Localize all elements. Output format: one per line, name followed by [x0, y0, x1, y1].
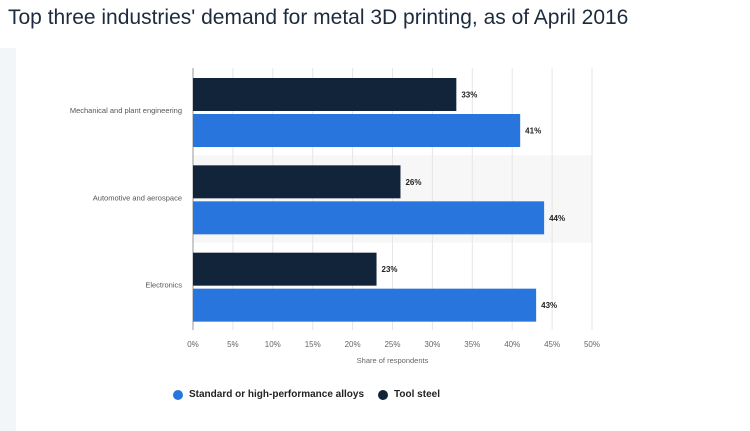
- legend-item-alloys[interactable]: Standard or high-performance alloys: [173, 389, 364, 400]
- legend-item-tool-steel[interactable]: Tool steel: [378, 389, 440, 400]
- data-label: 33%: [461, 91, 477, 100]
- legend-label: Tool steel: [394, 389, 440, 400]
- bar-alloys: [193, 114, 521, 147]
- data-label: 23%: [382, 265, 398, 274]
- legend-dot-icon: [378, 389, 389, 400]
- x-tick-label: 20%: [345, 340, 361, 349]
- data-label: 43%: [541, 301, 557, 310]
- x-tick-label: 45%: [544, 340, 560, 349]
- x-tick-label: 30%: [424, 340, 440, 349]
- chart-title: Top three industries' demand for metal 3…: [8, 6, 629, 29]
- bar-tool-steel: [193, 252, 377, 286]
- data-label: 26%: [405, 178, 421, 187]
- x-tick-label: 25%: [384, 340, 400, 349]
- bar-tool-steel: [193, 165, 401, 199]
- data-label: 44%: [549, 214, 565, 223]
- x-tick-label: 35%: [464, 340, 480, 349]
- category-label: Electronics: [145, 281, 182, 290]
- legend-label: Standard or high-performance alloys: [189, 389, 365, 400]
- bar-alloys: [193, 288, 537, 322]
- x-axis-title: Share of respondents: [357, 356, 429, 365]
- bar-alloys: [193, 201, 545, 235]
- bar-tool-steel: [193, 78, 457, 111]
- x-tick-label: 15%: [305, 340, 321, 349]
- x-tick-label: 5%: [227, 340, 239, 349]
- legend-dot-icon: [173, 389, 183, 400]
- data-label: 41%: [525, 127, 541, 136]
- x-tick-label: 40%: [504, 340, 520, 349]
- category-label: Automotive and aerospace: [93, 193, 182, 202]
- category-label: Mechanical and plant engineering: [70, 106, 182, 115]
- legend: Standard or high-performance alloys Tool…: [173, 389, 454, 400]
- x-tick-label: 50%: [584, 340, 600, 349]
- x-tick-label: 0%: [187, 340, 199, 349]
- x-tick-label: 10%: [265, 340, 281, 349]
- page-margin: [0, 48, 16, 431]
